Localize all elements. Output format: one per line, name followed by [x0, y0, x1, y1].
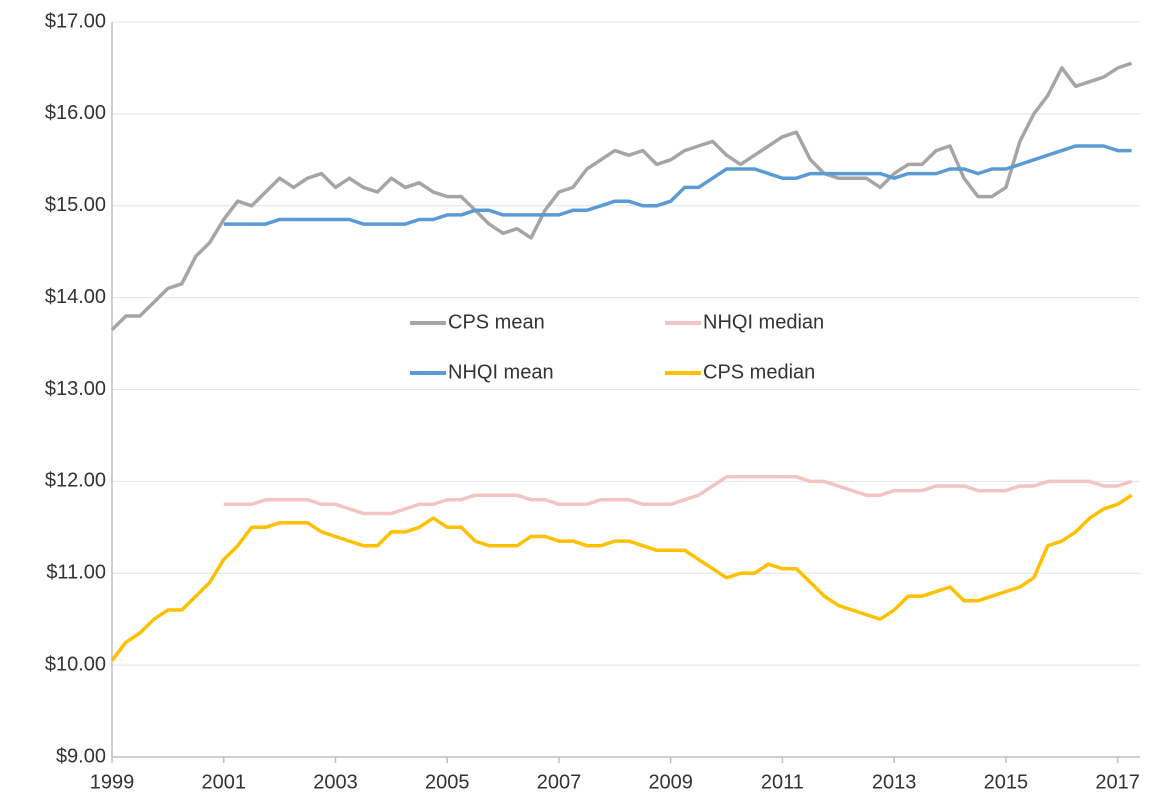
series-line [223, 475, 1133, 516]
y-tick-label: $11.00 [46, 562, 106, 584]
x-tick-label: 2007 [537, 771, 582, 793]
x-tick-label: 2017 [1095, 771, 1140, 793]
y-tick-label: $9.00 [56, 745, 106, 767]
legend-label: NHQI median [703, 311, 824, 333]
x-tick-label: 2015 [984, 771, 1029, 793]
y-tick-label: $16.00 [45, 102, 106, 124]
y-tick-label: $10.00 [45, 653, 106, 675]
legend-label: CPS mean [448, 311, 545, 333]
x-tick-label: 2005 [425, 771, 470, 793]
series-line [223, 144, 1132, 226]
x-tick-label: 2003 [313, 771, 358, 793]
series-line [110, 493, 1133, 662]
y-tick-label: $12.00 [45, 470, 106, 492]
y-tick-label: $15.00 [45, 194, 106, 216]
y-tick-label: $14.00 [45, 286, 106, 308]
x-tick-label: 1999 [90, 771, 135, 793]
legend-label: CPS median [703, 361, 815, 383]
x-tick-label: 2013 [872, 771, 917, 793]
y-tick-label: $17.00 [45, 10, 106, 32]
y-tick-label: $13.00 [45, 378, 106, 400]
x-tick-label: 2001 [201, 771, 246, 793]
x-tick-label: 2011 [761, 771, 804, 793]
x-tick-label: 2009 [648, 771, 693, 793]
legend-label: NHQI mean [448, 361, 554, 383]
series-line [110, 61, 1133, 332]
